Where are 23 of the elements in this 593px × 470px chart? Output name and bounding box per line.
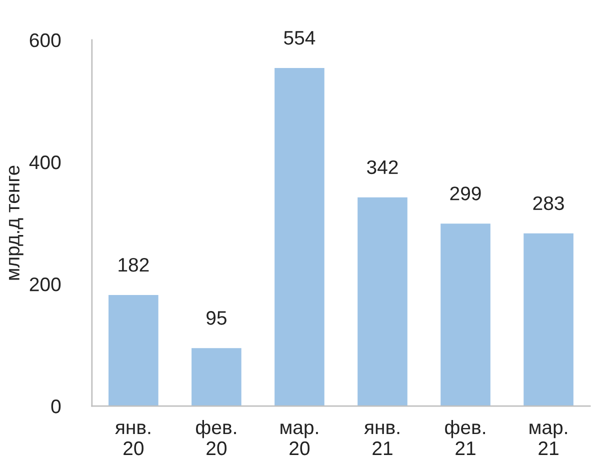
y-tick-label: 200 — [30, 278, 61, 292]
y-axis-title: млрд.д тенге — [8, 166, 24, 280]
data-label: 95 — [206, 311, 226, 325]
bar — [274, 68, 324, 406]
x-tick-label: янв. 21 — [364, 424, 400, 456]
data-label: 299 — [450, 186, 481, 200]
bar — [358, 197, 408, 406]
y-tick-label: 0 — [51, 400, 61, 414]
data-label: 283 — [533, 196, 564, 210]
bar — [192, 348, 242, 406]
x-tick-label: мар. 20 — [280, 424, 318, 456]
bar — [524, 233, 574, 406]
bar — [108, 295, 158, 406]
y-tick-label: 600 — [30, 33, 61, 48]
y-tick-label: 400 — [29, 155, 61, 170]
bar — [440, 224, 490, 406]
x-tick-label: янв. 20 — [115, 424, 150, 456]
data-label: 342 — [367, 160, 398, 174]
data-label: 182 — [118, 258, 149, 272]
x-tick-label: мар. 21 — [530, 424, 567, 456]
x-tick-label: фев. 20 — [196, 420, 236, 456]
x-tick-label: фев. 21 — [445, 420, 486, 456]
data-label: 554 — [284, 31, 316, 45]
